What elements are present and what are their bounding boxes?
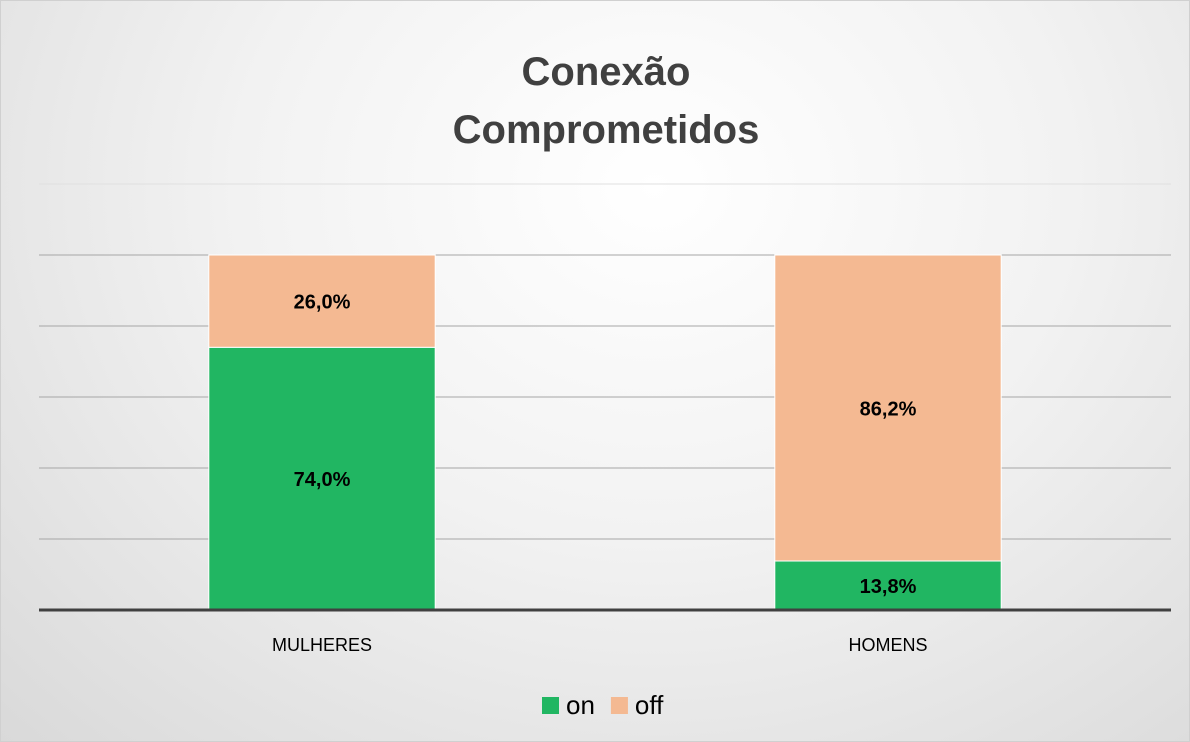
legend-label: on — [566, 690, 595, 720]
chart-title: Conexão Comprometidos — [452, 50, 760, 152]
legend-swatch — [610, 697, 628, 714]
data-label: 74,0% — [294, 469, 351, 491]
bar-segment — [208, 254, 436, 348]
bar-segment — [774, 254, 1002, 562]
legend-swatch — [542, 697, 559, 714]
bar-segment — [208, 346, 436, 611]
data-label: 13,8% — [860, 576, 917, 598]
data-label: 26,0% — [294, 291, 351, 313]
data-label: 86,2% — [860, 398, 917, 420]
x-tick-label: MULHERES — [272, 635, 372, 655]
legend-label: off — [635, 690, 664, 720]
x-tick-label: HOMENS — [848, 635, 927, 655]
